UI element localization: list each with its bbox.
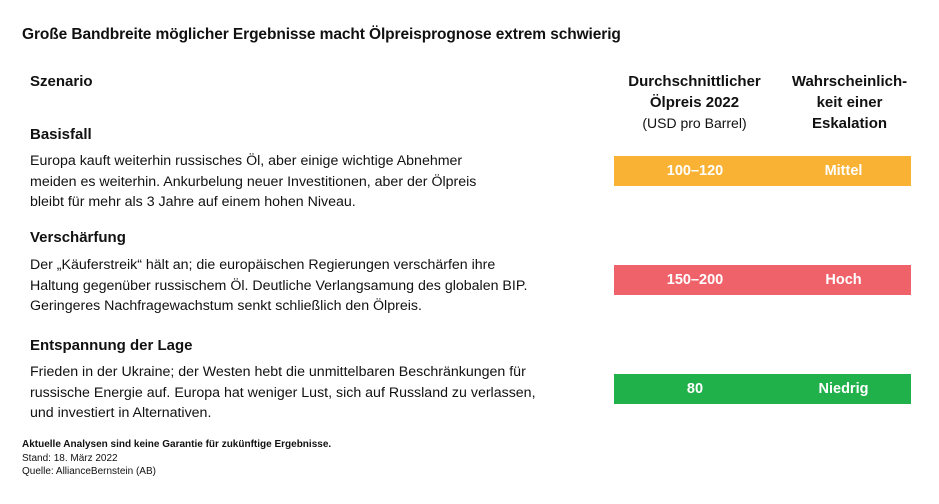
desc-line: Der „Käuferstreik“ hält an; die europäis… (30, 257, 496, 273)
price-header-unit: (USD pro Barrel) (642, 115, 747, 131)
scenario-title-entspannung: Entspannung der Lage (30, 337, 193, 354)
scenario-title-basisfall: Basisfall (30, 126, 92, 143)
scenario-desc-basisfall: Europa kauft weiterhin russisches Öl, ab… (30, 151, 590, 213)
price-value: 150–200 (666, 272, 724, 288)
scenario-desc-entspannung: Frieden in der Ukraine; der Westen hebt … (30, 362, 590, 424)
footer-date: Stand: 18. März 2022 (22, 453, 118, 464)
chart-title: Große Bandbreite möglicher Ergebnisse ma… (22, 26, 621, 43)
desc-line: Geringeres Nachfragewachstum senkt schli… (30, 298, 422, 314)
column-header-scenario: Szenario (30, 73, 93, 90)
column-header-probability: Wahrscheinlich- keit einer Eskalation (782, 71, 917, 134)
probability-value: Hoch (825, 272, 862, 288)
scenario-bar-verschaerfung: 150–200 Hoch (614, 265, 911, 295)
column-header-price: Durchschnittlicher Ölpreis 2022 (USD pro… (612, 71, 777, 134)
scenario-title-verschaerfung: Verschärfung (30, 229, 126, 246)
desc-line: Haltung gegenüber russischem Öl. Deutlic… (30, 277, 528, 294)
price-value: 100–120 (666, 163, 724, 179)
probability-value: Mittel (824, 163, 863, 179)
footer-disclaimer: Aktuelle Analysen sind keine Garantie fü… (22, 439, 332, 450)
price-header-line2: Ölpreis 2022 (649, 94, 740, 111)
desc-line: meiden es weiterhin. Ankurbelung neuer I… (30, 173, 477, 190)
footer-source: Quelle: AllianceBernstein (AB) (22, 466, 156, 477)
desc-line: und investiert in Alternativen. (30, 405, 212, 421)
price-value: 80 (686, 381, 704, 397)
scenario-bar-basisfall: 100–120 Mittel (614, 156, 911, 186)
prob-header-line3: Eskalation (811, 115, 888, 132)
prob-header-line1: Wahrscheinlich- (791, 73, 908, 90)
desc-line: Frieden in der Ukraine; der Westen hebt … (30, 364, 526, 380)
desc-line: russische Energie auf. Europa hat wenige… (30, 384, 536, 401)
scenario-bar-entspannung: 80 Niedrig (614, 374, 911, 404)
desc-line: bleibt für mehr als 3 Jahre auf einem ho… (30, 194, 356, 210)
scenario-desc-verschaerfung: Der „Käuferstreik“ hält an; die europäis… (30, 255, 590, 317)
desc-line: Europa kauft weiterhin russisches Öl, ab… (30, 153, 463, 169)
prob-header-line2: keit einer (816, 94, 883, 111)
price-header-line1: Durchschnittlicher (628, 73, 761, 90)
probability-value: Niedrig (818, 381, 869, 397)
